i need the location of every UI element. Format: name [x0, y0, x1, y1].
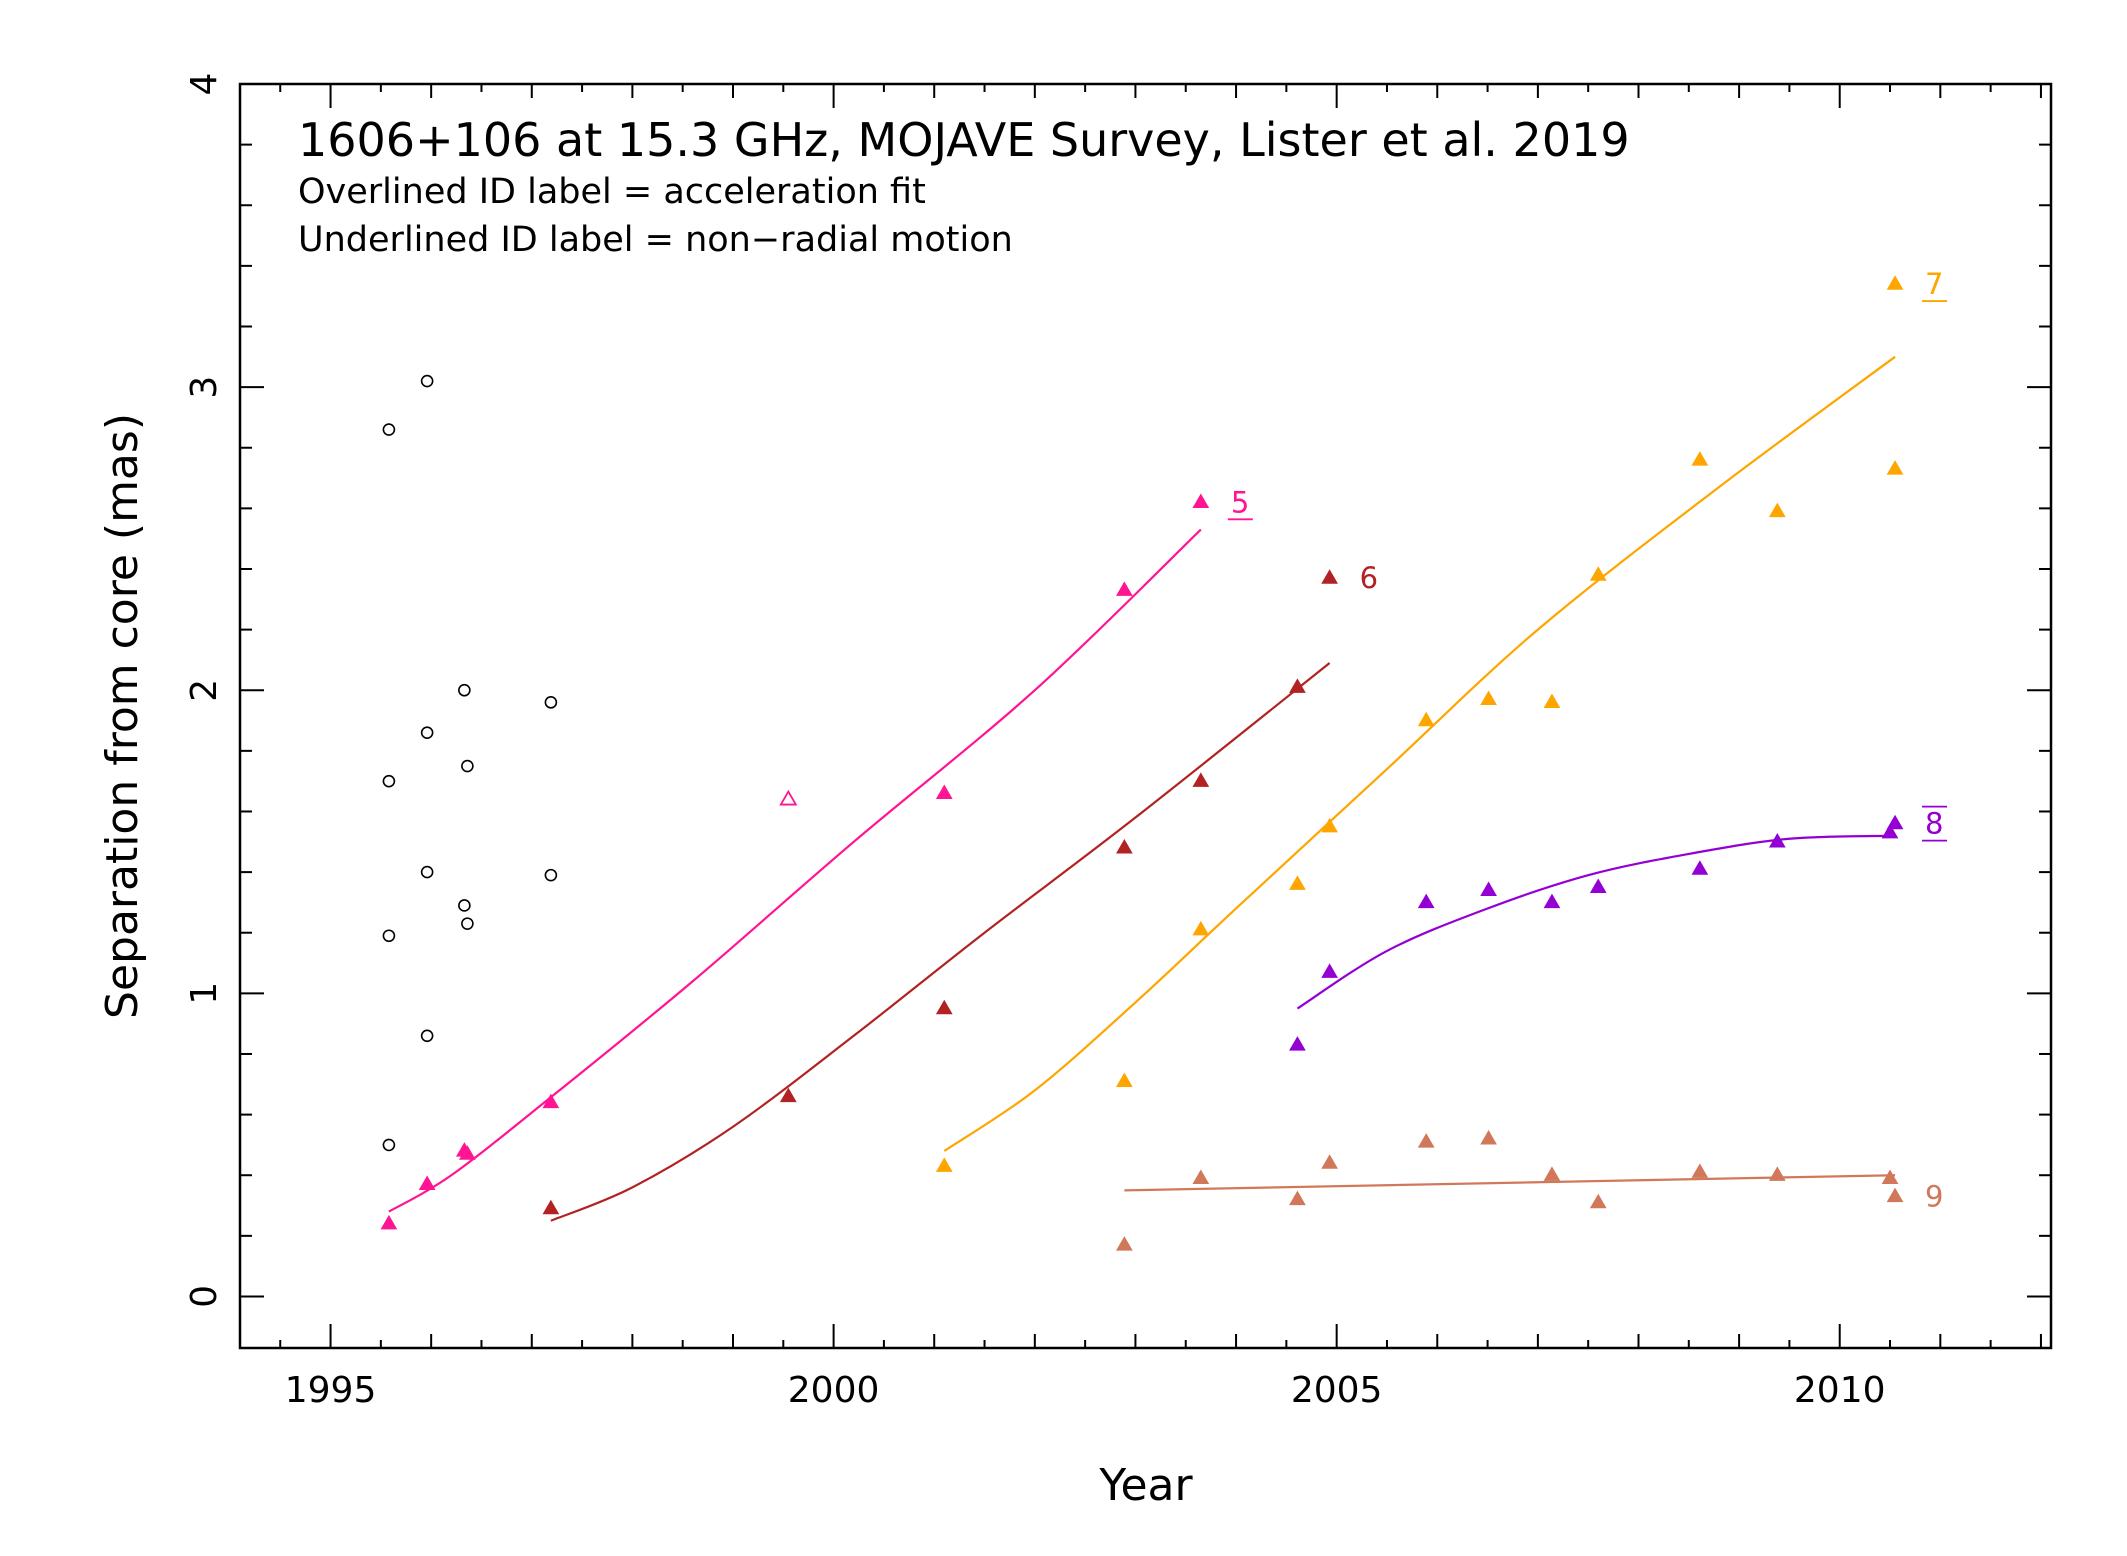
data-point-7 — [1417, 711, 1435, 727]
data-point-6 — [542, 1199, 560, 1215]
fit-curve-9 — [1124, 1174, 1896, 1192]
component-id-labels: 5 6 7 8 9 — [1227, 267, 1948, 1213]
unidentified-point — [382, 774, 396, 788]
id-label-8: 8 — [1925, 807, 1943, 841]
chart-title: 1606+106 at 15.3 GHz, MOJAVE Survey, Lis… — [298, 113, 1630, 167]
x-tick-label: 2005 — [1291, 1370, 1383, 1411]
fit-curve-7 — [943, 355, 1896, 1152]
tick-labels: 1995 2000 2005 2010 0 1 2 3 4 — [184, 73, 1886, 1411]
data-point-9 — [1543, 1166, 1561, 1181]
data-point-8 — [1768, 832, 1786, 848]
data-point-9 — [1417, 1133, 1435, 1148]
data-point-8 — [1589, 878, 1607, 893]
data-point-9 — [1480, 1130, 1497, 1145]
data-point-7 — [1116, 1072, 1133, 1087]
data-point-8 — [1417, 893, 1435, 909]
data-point-5 — [935, 784, 953, 799]
data-point-9 — [1321, 1154, 1338, 1169]
open-data-point-5 — [779, 789, 798, 806]
data-point-8 — [1480, 881, 1497, 896]
unidentified-point — [461, 917, 474, 930]
x-tick-label: 2010 — [1794, 1370, 1886, 1411]
unidentified-point — [461, 759, 474, 773]
data-point-7 — [1886, 275, 1904, 290]
data-point-8 — [1543, 893, 1561, 909]
data-point-6 — [779, 1087, 797, 1103]
data-point-5 — [542, 1093, 560, 1109]
chart-note-overline: Overlined ID label = acceleration fit — [298, 172, 926, 212]
unidentified-point — [458, 899, 471, 912]
fit-curve-5 — [388, 528, 1202, 1213]
unidentified-point — [420, 374, 434, 388]
data-point-8 — [1881, 823, 1899, 839]
chart-note-underline: Underlined ID label = non−radial motion — [298, 220, 1013, 260]
unidentified-point — [544, 868, 558, 882]
data-point-9 — [1886, 1187, 1904, 1203]
data-point-8 — [1886, 814, 1904, 830]
data-point-7 — [1192, 920, 1210, 936]
y-tick-label: 2 — [184, 679, 225, 702]
fit-curve-6 — [550, 662, 1331, 1222]
y-axis-label: Separation from core (mas) — [97, 413, 148, 1019]
unidentified-point — [382, 1138, 396, 1152]
x-tick-label: 1995 — [285, 1370, 377, 1411]
axis-ticks — [240, 83, 2051, 1348]
data-point-9 — [1589, 1193, 1607, 1209]
data-point-6 — [1289, 678, 1306, 693]
data-point-9 — [1192, 1169, 1210, 1184]
data-point-7 — [935, 1157, 953, 1172]
data-point-5 — [1116, 581, 1133, 596]
data-point-7 — [1289, 875, 1306, 890]
unidentified-point — [420, 726, 434, 739]
unidentified-point — [458, 683, 471, 697]
plot-frame — [238, 82, 2053, 1350]
x-tick-label: 2000 — [788, 1370, 880, 1411]
y-tick-label: 4 — [184, 73, 225, 96]
data-point-5 — [418, 1175, 436, 1191]
data-point-7 — [1543, 693, 1561, 709]
data-point-9 — [1289, 1190, 1306, 1206]
unidentified-point — [420, 1029, 434, 1043]
data-points — [380, 275, 1904, 1251]
y-tick-label: 0 — [184, 1285, 225, 1308]
data-point-6 — [1192, 772, 1210, 787]
data-point-7 — [1886, 460, 1904, 475]
data-point-6 — [1321, 569, 1338, 584]
y-tick-label: 3 — [184, 376, 225, 399]
unidentified-point — [382, 423, 396, 436]
data-point-5 — [1192, 493, 1210, 509]
data-point-7 — [1480, 690, 1497, 706]
data-point-8 — [1321, 963, 1338, 978]
data-point-6 — [935, 999, 953, 1015]
data-point-7 — [1768, 502, 1786, 518]
data-point-6 — [1116, 839, 1133, 854]
data-point-5 — [459, 1145, 476, 1160]
data-point-8 — [1289, 1036, 1306, 1051]
unidentified-point — [420, 865, 434, 879]
data-point-8 — [1691, 860, 1709, 875]
data-point-9 — [1691, 1163, 1709, 1178]
data-point-7 — [1321, 817, 1338, 833]
unidentified-point — [382, 929, 396, 943]
data-point-9 — [1881, 1169, 1899, 1184]
data-point-5 — [380, 1214, 398, 1230]
data-point-7 — [1691, 451, 1709, 466]
data-point-9 — [1116, 1236, 1133, 1251]
x-axis-label: Year — [1098, 1460, 1193, 1511]
id-label-6: 6 — [1360, 561, 1378, 595]
fit-curve-8 — [1296, 834, 1896, 1010]
unidentified-point — [544, 696, 558, 709]
y-tick-label: 1 — [184, 982, 225, 1005]
id-label-9: 9 — [1925, 1179, 1943, 1213]
data-point-7 — [1589, 566, 1607, 581]
fit-curves — [388, 355, 1896, 1222]
data-point-9 — [1768, 1166, 1786, 1181]
id-label-7: 7 — [1925, 267, 1943, 301]
id-label-5: 5 — [1231, 485, 1249, 519]
